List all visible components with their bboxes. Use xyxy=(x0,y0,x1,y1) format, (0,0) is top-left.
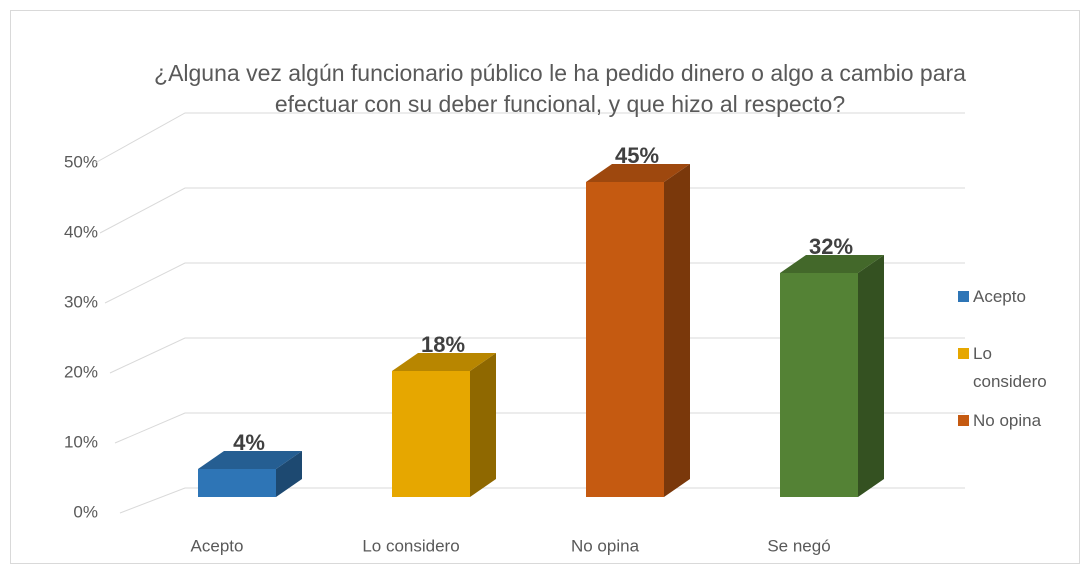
bar-top xyxy=(780,255,884,273)
legend-swatch xyxy=(958,415,969,426)
legend-swatch xyxy=(958,348,969,359)
bar-top xyxy=(198,451,302,469)
bar xyxy=(780,273,858,497)
legend-label: Lo considero xyxy=(973,344,1047,391)
data-label: 4% xyxy=(233,430,265,455)
data-label: 45% xyxy=(615,143,659,168)
y-tick-label: 40% xyxy=(64,222,98,241)
grid-line xyxy=(99,187,965,234)
y-tick-label: 20% xyxy=(64,362,98,381)
bar-side xyxy=(858,255,884,497)
bar-side xyxy=(470,353,496,497)
x-tick-label: Acepto xyxy=(191,536,244,555)
y-tick-label: 0% xyxy=(73,502,98,521)
legend-entry: Lo considero xyxy=(958,340,1058,396)
bar xyxy=(586,182,664,497)
bar xyxy=(198,469,276,497)
x-tick-label: No opina xyxy=(571,536,640,555)
grid-line xyxy=(109,337,965,374)
legend-entry: Acepto xyxy=(958,283,1088,311)
y-tick-label: 30% xyxy=(64,292,98,311)
y-tick-label: 10% xyxy=(64,432,98,451)
legend-swatch xyxy=(958,291,969,302)
grid-line xyxy=(114,412,965,444)
y-tick-label: 50% xyxy=(64,152,98,171)
grid-line xyxy=(94,112,965,164)
chart-border xyxy=(10,10,1080,564)
bar-top xyxy=(392,353,496,371)
grid-line xyxy=(119,487,965,514)
data-label: 32% xyxy=(809,234,853,259)
chart-title: ¿Alguna vez algún funcionario público le… xyxy=(154,60,966,117)
grid-line xyxy=(104,262,965,304)
bar xyxy=(392,371,470,497)
legend-label: Acepto xyxy=(973,287,1026,306)
legend-label: No opina xyxy=(973,411,1042,430)
x-tick-label: Lo considero xyxy=(362,536,459,555)
legend-entry: No opina xyxy=(958,407,1088,435)
data-label: 18% xyxy=(421,332,465,357)
x-tick-label: Se negó xyxy=(767,536,830,555)
bar-side xyxy=(664,164,690,497)
bar-top xyxy=(586,164,690,182)
bar-side xyxy=(276,451,302,497)
